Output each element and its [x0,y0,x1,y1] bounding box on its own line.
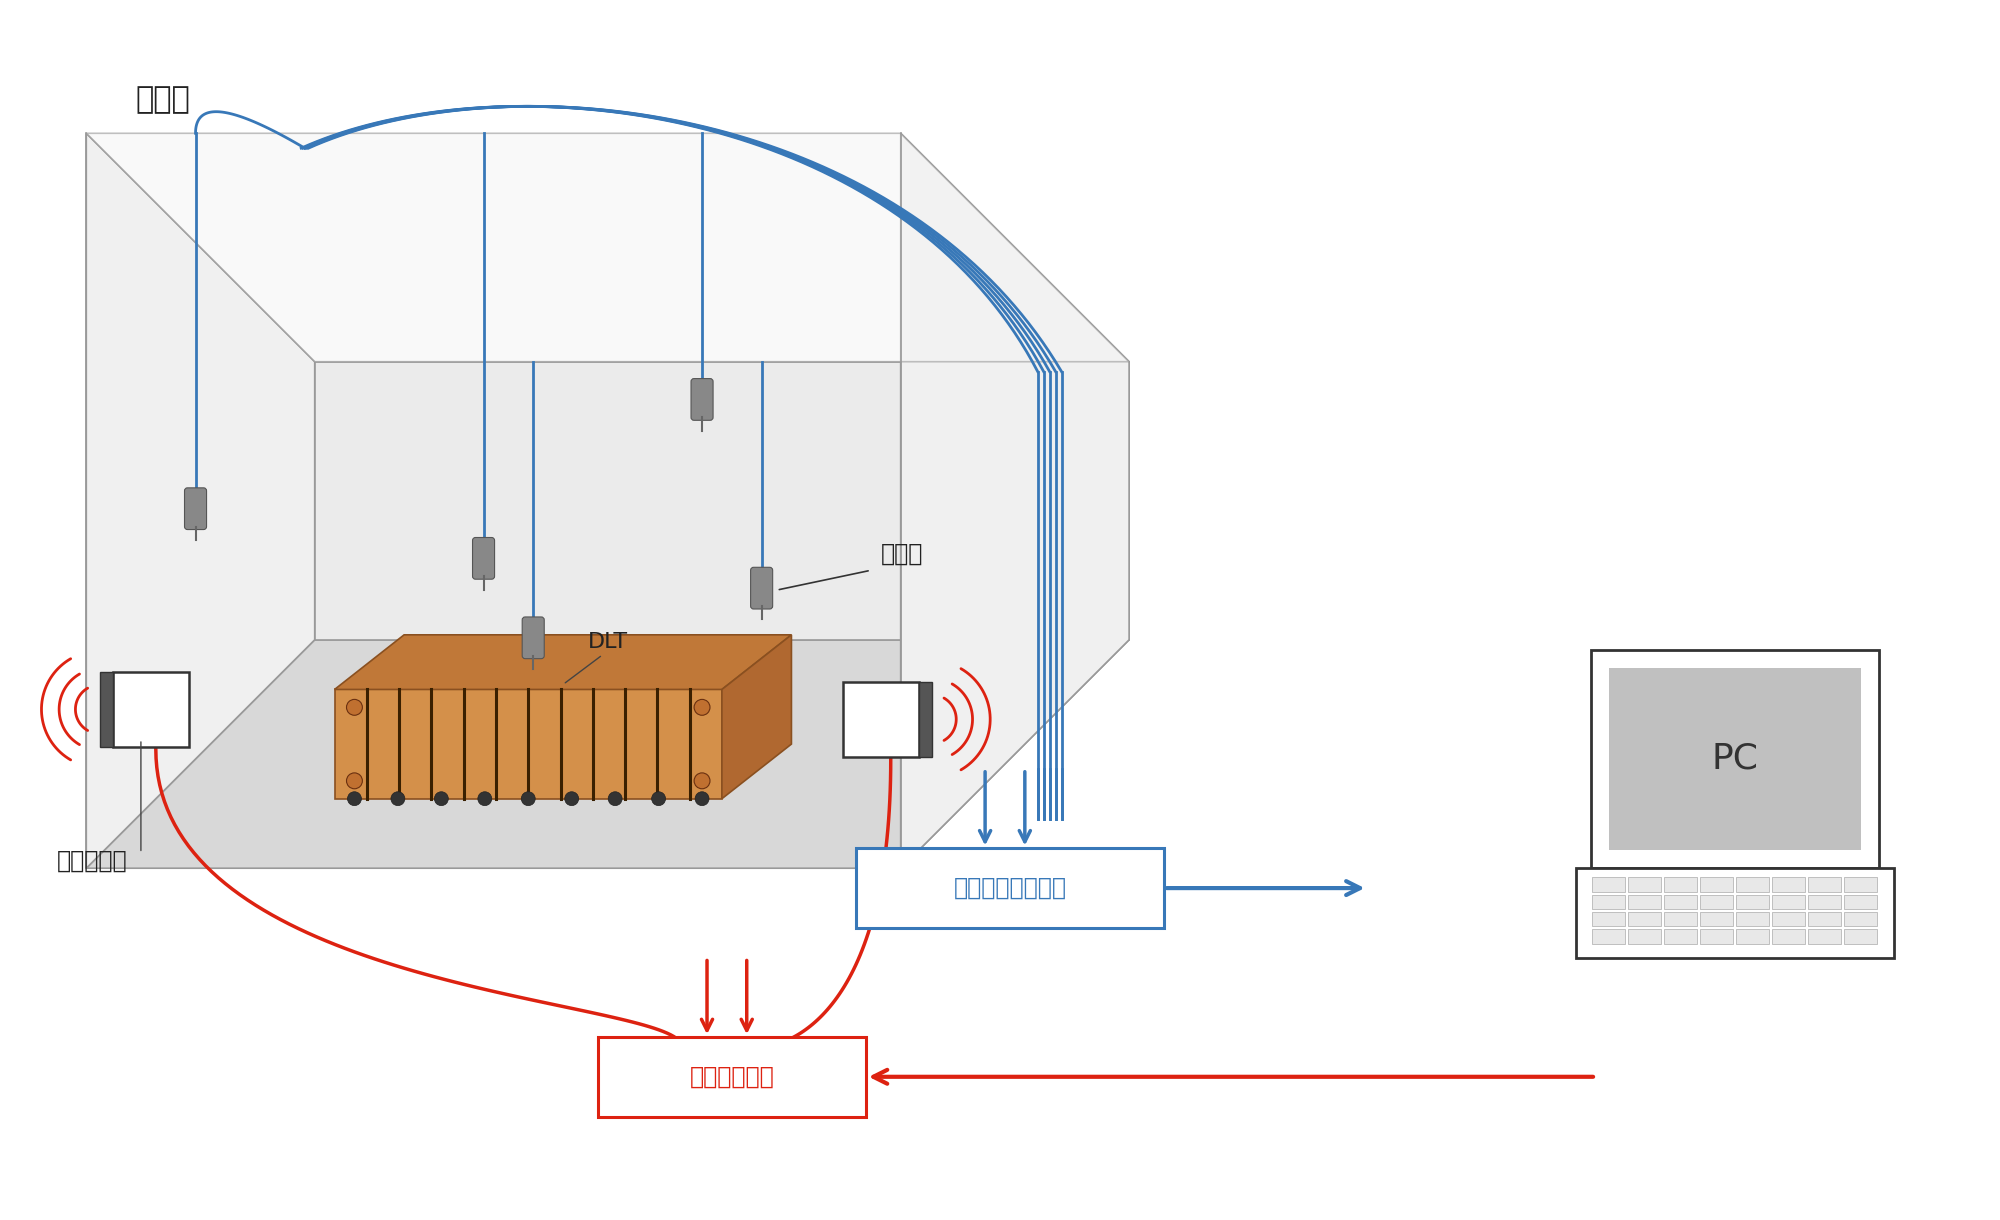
Bar [1628,930,1660,944]
Text: DLT: DLT [588,632,628,651]
Bar [1844,911,1876,926]
FancyBboxPatch shape [598,1037,866,1116]
Bar [1736,930,1768,944]
Bar [1592,911,1624,926]
Polygon shape [86,133,1130,361]
Bar [1700,930,1732,944]
Polygon shape [334,634,792,689]
FancyBboxPatch shape [522,617,544,659]
Bar [100,671,114,747]
Bar [1736,911,1768,926]
Bar [1772,894,1804,909]
FancyBboxPatch shape [472,538,494,580]
FancyBboxPatch shape [184,488,206,529]
Bar [1664,930,1696,944]
Text: マイク: マイク [880,542,924,565]
Polygon shape [86,133,314,869]
Polygon shape [334,689,722,799]
Bar [1808,877,1840,892]
Polygon shape [722,634,792,799]
Circle shape [346,699,362,715]
Circle shape [694,699,710,715]
Bar [1700,877,1732,892]
Polygon shape [86,639,1130,869]
Bar [1844,877,1876,892]
Bar [114,671,188,747]
Bar [1700,894,1732,909]
Bar [1628,911,1660,926]
Circle shape [608,792,622,805]
Text: スピーカー: スピーカー [56,849,128,874]
Text: データレコーダー: データレコーダー [954,876,1066,900]
FancyBboxPatch shape [750,567,772,609]
Text: 残響室: 残響室 [136,85,190,115]
Circle shape [522,792,536,805]
Bar [1576,869,1894,958]
Bar [1608,667,1862,850]
Bar [1592,930,1624,944]
Bar [1808,911,1840,926]
Polygon shape [314,361,1130,639]
Bar [1808,930,1840,944]
Bar [1664,877,1696,892]
Circle shape [346,773,362,789]
Bar [1664,911,1696,926]
FancyBboxPatch shape [692,378,714,421]
Bar [1736,877,1768,892]
Bar [1844,894,1876,909]
Circle shape [390,792,404,805]
Bar [1736,894,1768,909]
Bar [844,682,918,756]
Text: PC: PC [1712,742,1758,776]
Circle shape [694,773,710,789]
Bar [1628,894,1660,909]
Bar [1628,877,1660,892]
Circle shape [348,792,362,805]
Bar [918,682,932,756]
Polygon shape [900,133,1130,869]
FancyBboxPatch shape [856,848,1164,928]
Bar [1592,877,1624,892]
Bar [1772,930,1804,944]
Bar [1772,911,1804,926]
Bar [1592,894,1624,909]
Bar [1700,911,1732,926]
Bar [1808,894,1840,909]
Bar [1844,930,1876,944]
Circle shape [696,792,710,805]
Bar [1664,894,1696,909]
Bar [1590,650,1878,869]
Circle shape [564,792,578,805]
Bar [1772,877,1804,892]
Circle shape [434,792,448,805]
Text: パワーアンプ: パワーアンプ [690,1065,774,1088]
Circle shape [652,792,666,805]
Circle shape [478,792,492,805]
